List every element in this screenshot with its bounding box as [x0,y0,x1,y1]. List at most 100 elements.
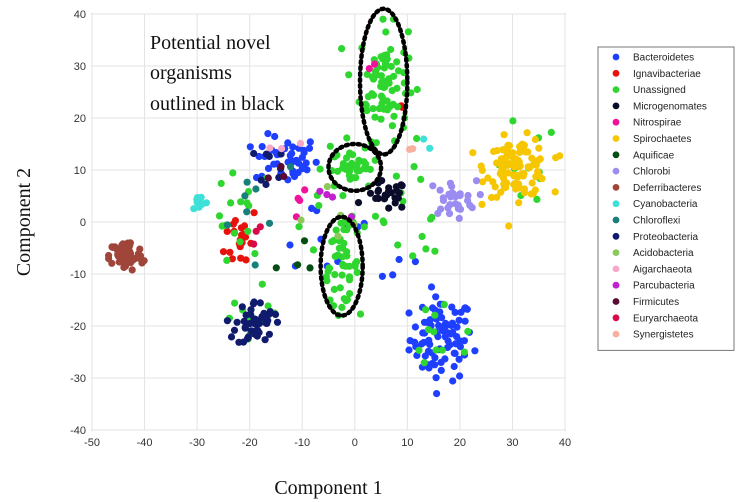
data-point [431,247,439,255]
data-point [363,107,371,115]
data-point [332,226,340,234]
data-point [493,193,501,201]
data-point [223,227,231,235]
data-point [381,83,389,91]
legend-marker [612,135,620,142]
data-point [455,355,463,363]
data-point [360,164,368,173]
data-point [420,135,428,143]
data-point [456,372,464,380]
data-point [250,240,258,248]
data-point [343,134,351,142]
data-point [108,259,116,267]
data-point [243,208,251,216]
x-tick-label: -20 [242,437,258,449]
data-point [241,192,249,200]
data-point [288,149,296,158]
data-point [250,315,258,323]
data-point [286,163,295,171]
data-point [223,221,232,229]
legend-label: Cyanobacteria [633,199,698,210]
y-tick-label: -20 [70,321,86,333]
data-point [346,290,354,298]
data-point [535,172,543,180]
data-point [385,204,393,212]
data-point [345,71,353,79]
data-point [387,45,395,54]
data-point [518,170,526,178]
legend-label: Parcubacteria [633,281,695,292]
data-point [353,268,361,276]
data-point [371,212,380,220]
data-point [301,186,309,194]
data-point [433,390,441,398]
data-point [532,157,540,166]
data-point [477,162,485,170]
data-point [219,248,228,256]
legend-marker [612,167,620,175]
data-point [339,160,347,168]
data-point [427,283,436,291]
x-tick-label: -30 [189,437,205,449]
data-point [445,210,454,218]
data-point [277,150,285,158]
y-tick-label: 20 [74,113,86,125]
data-point [398,203,406,211]
data-point [499,146,507,154]
data-point [305,144,314,152]
x-tick-label: 10 [401,437,413,449]
data-point [372,139,380,147]
legend-marker [612,298,620,305]
legend-label: Nitrospirae [633,118,682,129]
data-point [429,182,437,190]
y-tick-label: 10 [74,165,86,177]
data-point [382,28,390,36]
data-point [531,135,539,144]
data-point [223,256,231,264]
data-point [242,256,250,264]
data-point [271,310,280,318]
data-point [369,75,378,83]
data-point [120,263,128,271]
legend-marker [612,314,620,322]
data-point [415,346,423,354]
data-point [504,161,512,169]
legend-label: Deferribacteres [633,183,701,194]
data-point [353,167,362,175]
data-point [299,162,307,171]
data-point [431,354,439,362]
data-point [264,164,273,172]
data-points [105,15,564,398]
data-point [115,258,123,266]
data-point [243,335,252,343]
data-point [431,311,439,319]
data-point [262,319,270,327]
data-point [300,237,309,245]
data-point [278,145,286,153]
data-point [257,176,265,184]
data-point [426,144,434,152]
data-point [500,131,508,139]
data-point [294,261,302,269]
data-point [366,189,375,197]
data-point [515,199,523,207]
data-point [449,190,457,198]
data-point [284,139,292,147]
data-point [264,174,272,182]
data-point [371,113,379,121]
data-point [372,194,380,202]
data-point [342,154,351,162]
novel-organism-outline [318,214,365,318]
data-point [394,241,402,249]
data-point [509,117,517,125]
legend-marker [612,216,620,224]
data-point [240,222,249,230]
data-point [346,166,354,174]
data-point [251,261,259,269]
data-point [471,347,479,355]
data-point [505,222,513,230]
data-point [352,174,360,182]
data-point [448,319,456,327]
legend-label: Euryarchaeota [633,313,698,324]
